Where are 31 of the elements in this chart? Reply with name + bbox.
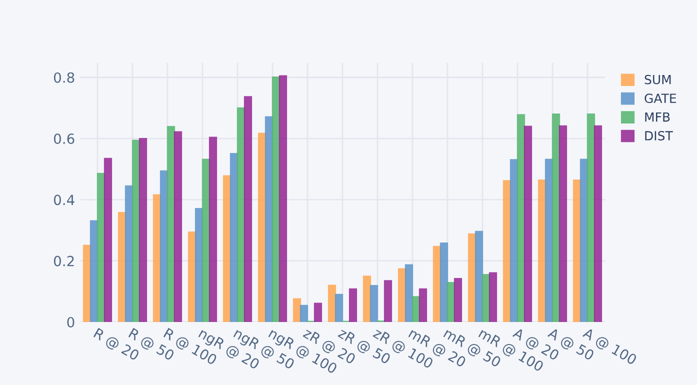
bar <box>348 288 358 322</box>
bar <box>384 280 392 322</box>
bar <box>300 304 308 322</box>
bar <box>524 126 532 322</box>
bar <box>488 272 498 322</box>
bar <box>104 158 112 322</box>
legend-label: SUM <box>644 74 671 84</box>
bar <box>334 294 344 322</box>
bar <box>558 125 568 322</box>
bar <box>454 278 462 322</box>
bar <box>208 136 218 322</box>
y-tick-label: 0.4 <box>54 194 74 206</box>
bar <box>314 302 322 322</box>
bar <box>292 298 302 322</box>
bar <box>370 285 378 322</box>
bar <box>440 242 448 322</box>
y-tick-label: 0.8 <box>54 72 74 83</box>
bar <box>594 125 602 322</box>
legend-label: GATE <box>644 94 676 104</box>
y-tick-label: 0 <box>67 316 74 328</box>
bar <box>174 131 182 322</box>
bar <box>244 96 252 322</box>
bar <box>418 288 428 322</box>
bar <box>138 138 148 322</box>
bar <box>474 230 484 322</box>
bar <box>404 264 414 322</box>
legend-label: MFB <box>645 112 670 122</box>
legend-label: DIST <box>645 131 673 140</box>
y-tick-label: 0.6 <box>54 133 74 144</box>
bar <box>278 75 288 322</box>
y-tick-label: 0.2 <box>54 256 74 266</box>
